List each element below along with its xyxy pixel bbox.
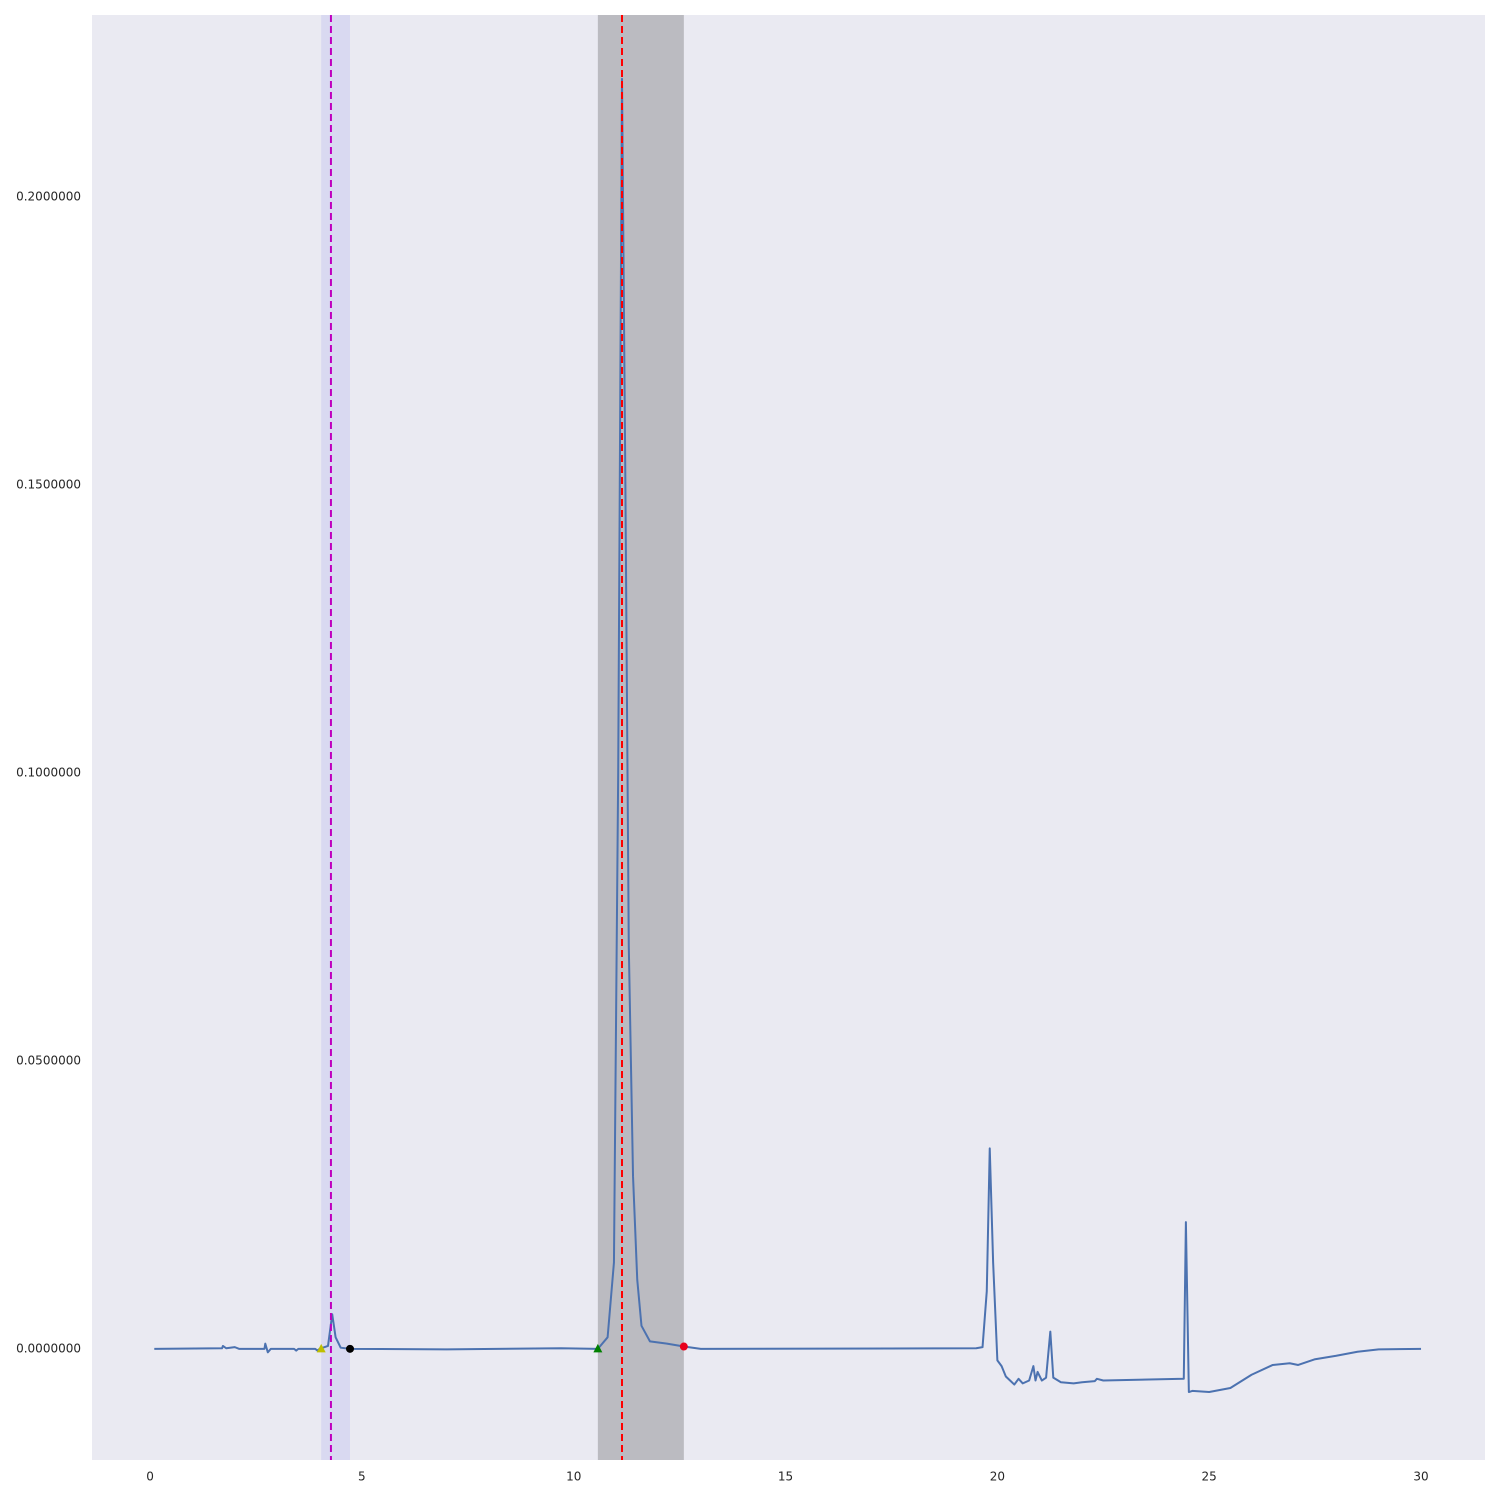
x-tick-label: 15	[778, 1470, 793, 1484]
marker	[679, 1342, 688, 1351]
y-tick-label: 0.1000000	[16, 765, 81, 779]
x-tick-label: 20	[990, 1470, 1005, 1484]
x-tick-label: 10	[566, 1470, 581, 1484]
x-tick-label: 30	[1413, 1470, 1428, 1484]
y-tick-label: 0.0500000	[16, 1053, 81, 1067]
x-tick-label: 0	[146, 1470, 154, 1484]
plot-background	[92, 15, 1485, 1460]
y-tick-label: 0.0000000	[16, 1341, 81, 1355]
y-tick-label: 0.1500000	[16, 477, 81, 491]
shaded-span	[597, 15, 684, 1460]
marker	[593, 1343, 603, 1353]
y-tick-label: 0.2000000	[16, 189, 81, 203]
marker	[346, 1344, 355, 1353]
marker	[316, 1343, 326, 1353]
data-line	[154, 77, 1422, 1394]
x-tick-label: 25	[1202, 1470, 1217, 1484]
x-tick-label: 5	[358, 1470, 366, 1484]
shaded-span	[321, 15, 351, 1460]
